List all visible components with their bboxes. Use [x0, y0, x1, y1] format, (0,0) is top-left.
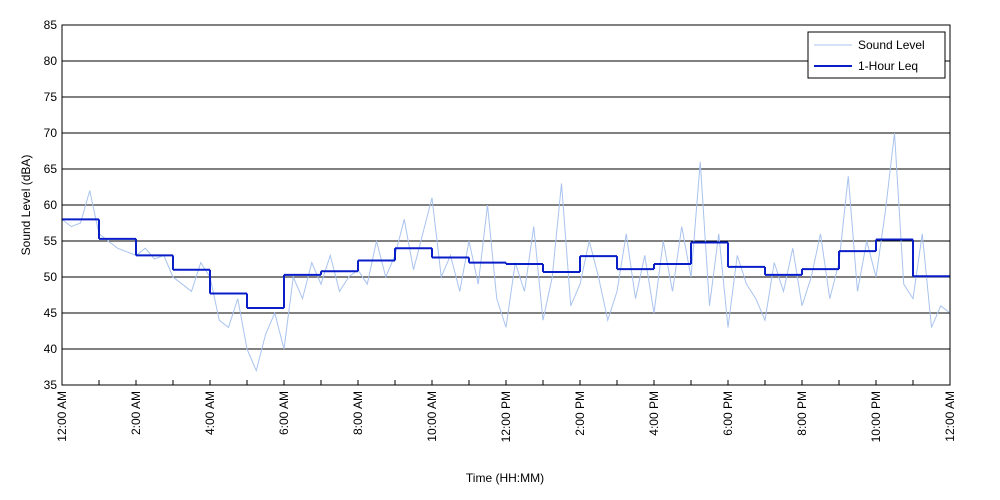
x-tick-label: 8:00 PM — [795, 391, 809, 436]
y-tick-label: 50 — [44, 270, 58, 284]
x-tick-label: 4:00 PM — [647, 391, 661, 436]
x-tick-label: 2:00 PM — [573, 391, 587, 436]
legend-label: Sound Level — [858, 38, 925, 52]
y-tick-label: 85 — [44, 18, 58, 32]
x-tick-label: 12:00 PM — [499, 391, 513, 442]
legend: Sound Level 1-Hour Leq — [807, 31, 946, 79]
y-tick-label: 60 — [44, 198, 58, 212]
x-tick-label: 12:00 AM — [55, 391, 69, 442]
y-tick-label: 70 — [44, 126, 58, 140]
y-axis-label: Sound Level (dBA) — [19, 155, 33, 256]
x-tick-label: 4:00 AM — [203, 391, 217, 435]
x-tick-label: 10:00 PM — [869, 391, 883, 442]
x-tick-label: 10:00 AM — [425, 391, 439, 442]
y-tick-label: 40 — [44, 342, 58, 356]
legend-box — [807, 31, 946, 79]
y-tick-label: 45 — [44, 306, 58, 320]
x-tick-label: 2:00 AM — [129, 391, 143, 435]
x-axis-label: Time (HH:MM) — [466, 471, 544, 485]
x-tick-label: 6:00 AM — [277, 391, 291, 435]
y-tick-label: 65 — [44, 162, 58, 176]
legend-label: 1-Hour Leq — [858, 59, 918, 73]
x-tick-label: 8:00 AM — [351, 391, 365, 435]
x-tick-label: 12:00 AM — [943, 391, 957, 442]
y-tick-label: 35 — [44, 378, 58, 392]
plot-frame — [61, 24, 951, 386]
y-tick-label: 55 — [44, 234, 58, 248]
x-tick-label: 6:00 PM — [721, 391, 735, 436]
y-tick-label: 80 — [44, 54, 58, 68]
y-tick-label: 75 — [44, 90, 58, 104]
